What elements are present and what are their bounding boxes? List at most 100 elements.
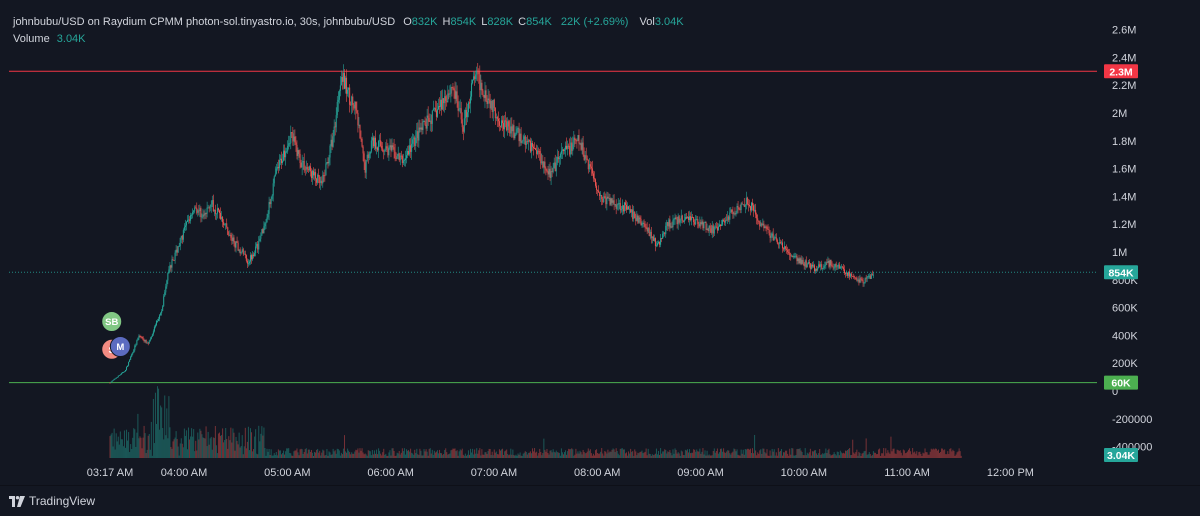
volume-bar — [746, 448, 748, 458]
candle-body — [264, 223, 266, 227]
candle-body — [418, 127, 420, 141]
tradingview-logo[interactable]: TradingView — [9, 494, 95, 508]
candle-body — [836, 266, 838, 268]
volume-label[interactable]: Volume — [13, 33, 50, 45]
volume-bar — [859, 453, 861, 458]
volume-bar — [394, 455, 396, 458]
close-label: C — [518, 16, 527, 28]
candle-body — [758, 220, 760, 222]
candle-body — [768, 229, 770, 234]
volume-bar — [830, 455, 832, 458]
candle-body — [513, 125, 515, 139]
candle-body — [329, 145, 331, 158]
volume-bar — [430, 453, 432, 458]
candle-body — [212, 200, 214, 212]
volume-bar — [694, 449, 696, 458]
volume-bar — [873, 452, 875, 458]
volume-bar — [538, 453, 540, 458]
candle-body — [746, 197, 748, 205]
trade-marker-sb[interactable]: SB — [101, 311, 123, 332]
candle-body — [846, 272, 848, 274]
candle-body — [271, 195, 273, 200]
volume-bar — [565, 450, 567, 458]
volume-bar — [892, 448, 894, 458]
price-axis[interactable]: 2.6M2.4M2.2M2M1.8M1.6M1.4M1.2M1M800K600K… — [1112, 25, 1152, 454]
candle-body — [703, 222, 705, 229]
volume-bar — [715, 450, 717, 458]
volume-bar — [359, 448, 361, 458]
volume-bar — [510, 448, 512, 458]
volume-bar — [591, 455, 593, 458]
volume-bar — [836, 451, 838, 458]
volume-bar — [788, 455, 790, 458]
candle-body — [695, 219, 697, 225]
candle-body — [410, 145, 412, 152]
candle-body — [588, 164, 590, 170]
time-axis[interactable]: 03:17 AM 04:00 AM 05:00 AM 06:00 AM 07:00 AM… — [87, 467, 1034, 479]
candle-body — [472, 80, 474, 84]
volume-bar — [831, 455, 833, 458]
candle-body — [412, 139, 414, 144]
volume-bar — [244, 427, 246, 458]
volume-bar — [371, 450, 373, 458]
candle-body — [562, 149, 564, 152]
volume-bar — [247, 426, 249, 458]
volume-bar — [196, 450, 198, 458]
volume-bar — [903, 450, 905, 458]
candle-body — [405, 155, 407, 159]
candle-body — [462, 127, 464, 132]
candle-body — [226, 223, 228, 228]
volume-bar — [897, 450, 899, 458]
volume-bar — [362, 452, 364, 458]
volume-bar — [165, 435, 167, 458]
candle-body — [649, 231, 651, 236]
candle-body — [533, 146, 535, 149]
candle-body — [173, 260, 175, 261]
volume-bar — [815, 450, 817, 458]
candle-body — [739, 209, 741, 211]
candle-body — [452, 87, 454, 89]
volume-bar — [623, 449, 625, 458]
candle-body — [717, 226, 719, 231]
volume-bar — [378, 448, 380, 458]
candle-body — [359, 125, 361, 139]
time-tick-label: 12:00 PM — [987, 467, 1034, 479]
candle-body — [182, 230, 184, 240]
trade-markers[interactable]: SBSM — [101, 311, 131, 360]
volume-bar — [668, 452, 670, 458]
price-tick-label: 600K — [1112, 303, 1138, 315]
volume-bar — [442, 455, 444, 458]
volume-bar — [878, 449, 880, 458]
candle-body — [279, 158, 281, 160]
candle-body — [656, 243, 658, 246]
candle-body — [147, 342, 149, 344]
candle-body — [383, 151, 385, 152]
volume-bars — [109, 386, 962, 458]
candle-body — [110, 381, 112, 383]
symbol-title[interactable]: johnbubu/USD on Raydium CPMM photon-sol.… — [13, 16, 396, 28]
support-price-tag: 60K — [1104, 375, 1138, 390]
volume-bar — [602, 453, 604, 458]
candle-body — [274, 173, 276, 177]
volume-bar — [901, 455, 903, 458]
volume-bar — [573, 455, 575, 458]
candle-body — [403, 160, 405, 161]
candle-body — [694, 222, 696, 225]
volume-bar — [479, 448, 481, 458]
volume-bar — [615, 448, 617, 458]
candle-body — [303, 161, 305, 170]
trade-marker-m[interactable]: M — [109, 336, 131, 358]
volume-bar — [453, 448, 455, 458]
candle-body — [794, 255, 796, 257]
volume-bar — [472, 448, 474, 458]
low-label: L — [481, 16, 488, 28]
volume-bar — [758, 453, 760, 458]
candle-body — [196, 207, 198, 213]
volume-bar — [835, 455, 837, 458]
candle-body — [852, 275, 854, 277]
candle-body — [261, 229, 263, 236]
candle-body — [693, 217, 695, 223]
volume-bar — [759, 450, 761, 458]
volume-bar — [583, 451, 585, 458]
